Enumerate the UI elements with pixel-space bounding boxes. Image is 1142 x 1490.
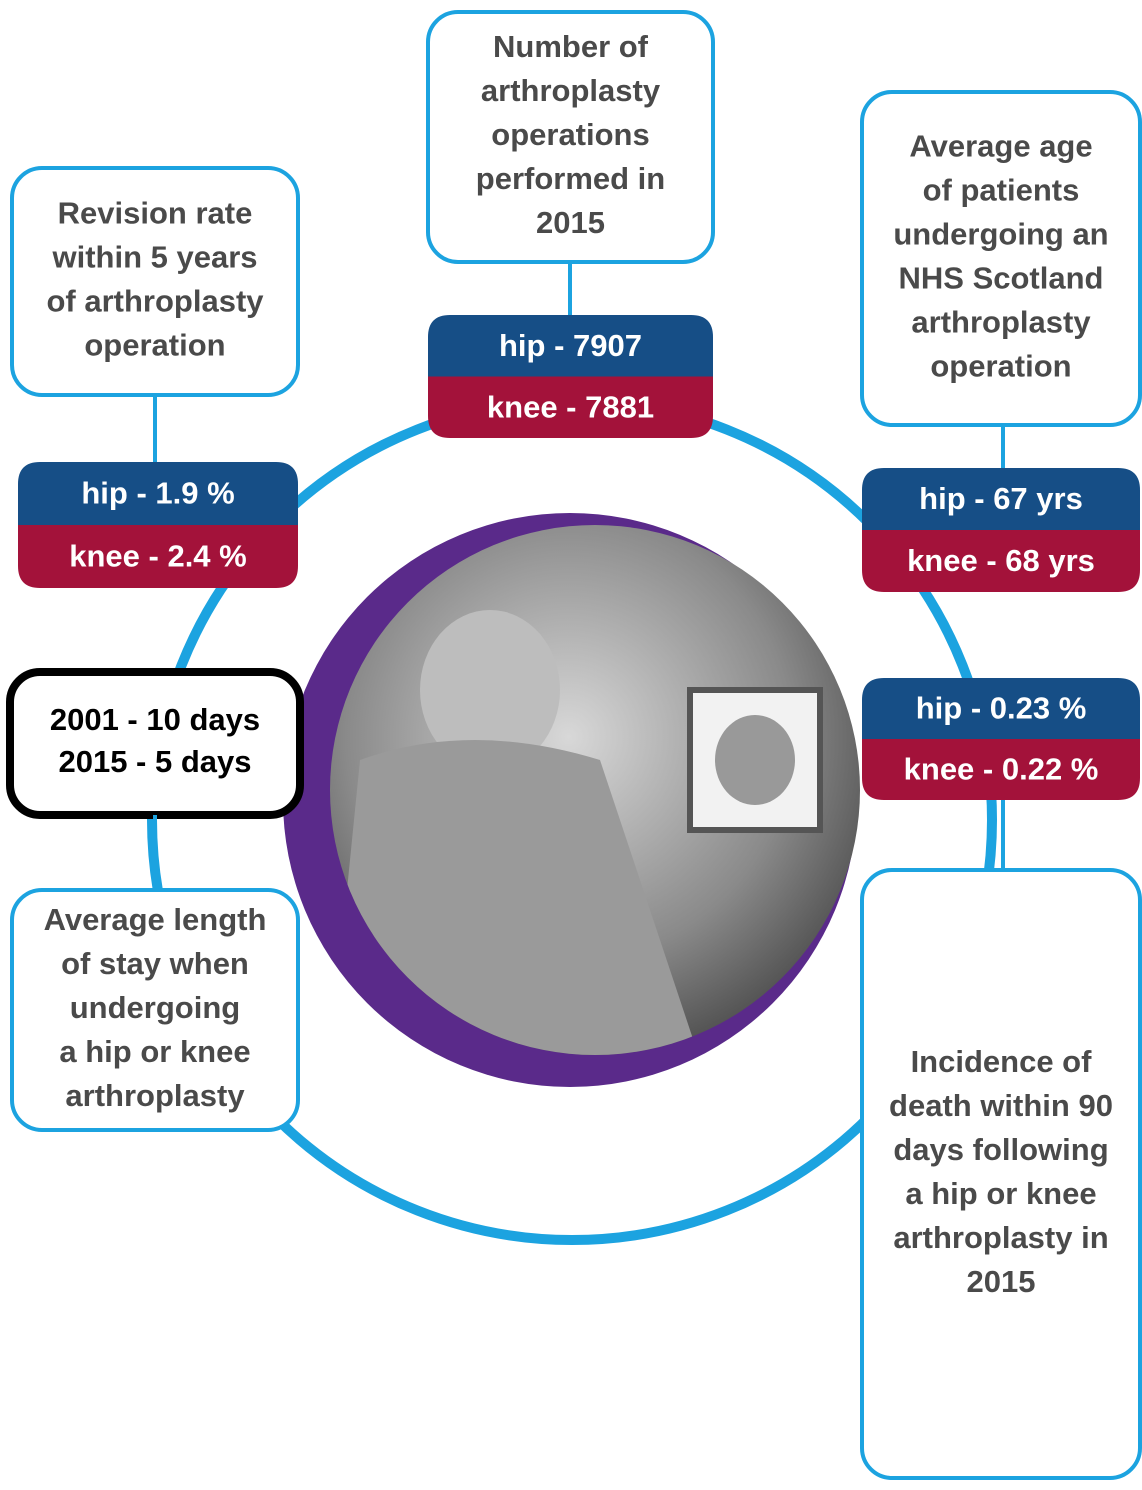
description-text: undergoing an — [893, 217, 1108, 252]
knee-value: knee - 2.4 % — [69, 539, 246, 574]
stay-text: 2001 - 10 days — [50, 702, 260, 737]
infographic: Number of arthroplasty operations performed… — [0, 0, 1142, 1485]
description-text: performed in — [476, 161, 665, 196]
description-text: Average length — [44, 902, 267, 937]
knee-value: knee - 0.22 % — [904, 752, 1099, 787]
hip-value: hip - 67 yrs — [919, 481, 1083, 516]
description-text: Number of — [493, 29, 649, 64]
stay-text: 2015 - 5 days — [58, 744, 251, 779]
description-text: operations — [491, 117, 649, 152]
description-text: undergoing — [70, 990, 240, 1025]
description-box — [862, 870, 1140, 1478]
description-text: NHS Scotland — [899, 261, 1104, 296]
description-text: of stay when — [61, 946, 249, 981]
description-text: 2015 — [967, 1264, 1036, 1299]
description-text: 2015 — [536, 205, 605, 240]
description-text: Incidence of — [911, 1044, 1093, 1079]
description-text: a hip or knee — [905, 1176, 1096, 1211]
description-text: of patients — [923, 173, 1080, 208]
description-text: arthroplasty in — [893, 1220, 1108, 1255]
description-text: arthroplasty — [911, 305, 1091, 340]
description-text: a hip or knee — [59, 1034, 250, 1069]
hip-value: hip - 7907 — [499, 328, 642, 363]
description-text: operation — [84, 328, 225, 363]
hip-value: hip - 0.23 % — [916, 691, 1087, 726]
description-text: days following — [893, 1132, 1108, 1167]
knee-value: knee - 7881 — [487, 389, 654, 424]
description-text: within 5 years — [51, 240, 257, 275]
description-text: Average age — [909, 129, 1092, 164]
hip-value: hip - 1.9 % — [81, 476, 234, 511]
description-text: Revision rate — [58, 196, 253, 231]
description-text: arthroplasty — [65, 1078, 245, 1113]
knee-value: knee - 68 yrs — [907, 543, 1095, 578]
description-text: death within 90 — [889, 1088, 1113, 1123]
description-text: operation — [930, 349, 1071, 384]
description-text: of arthroplasty — [46, 284, 264, 319]
description-text: arthroplasty — [481, 73, 661, 108]
